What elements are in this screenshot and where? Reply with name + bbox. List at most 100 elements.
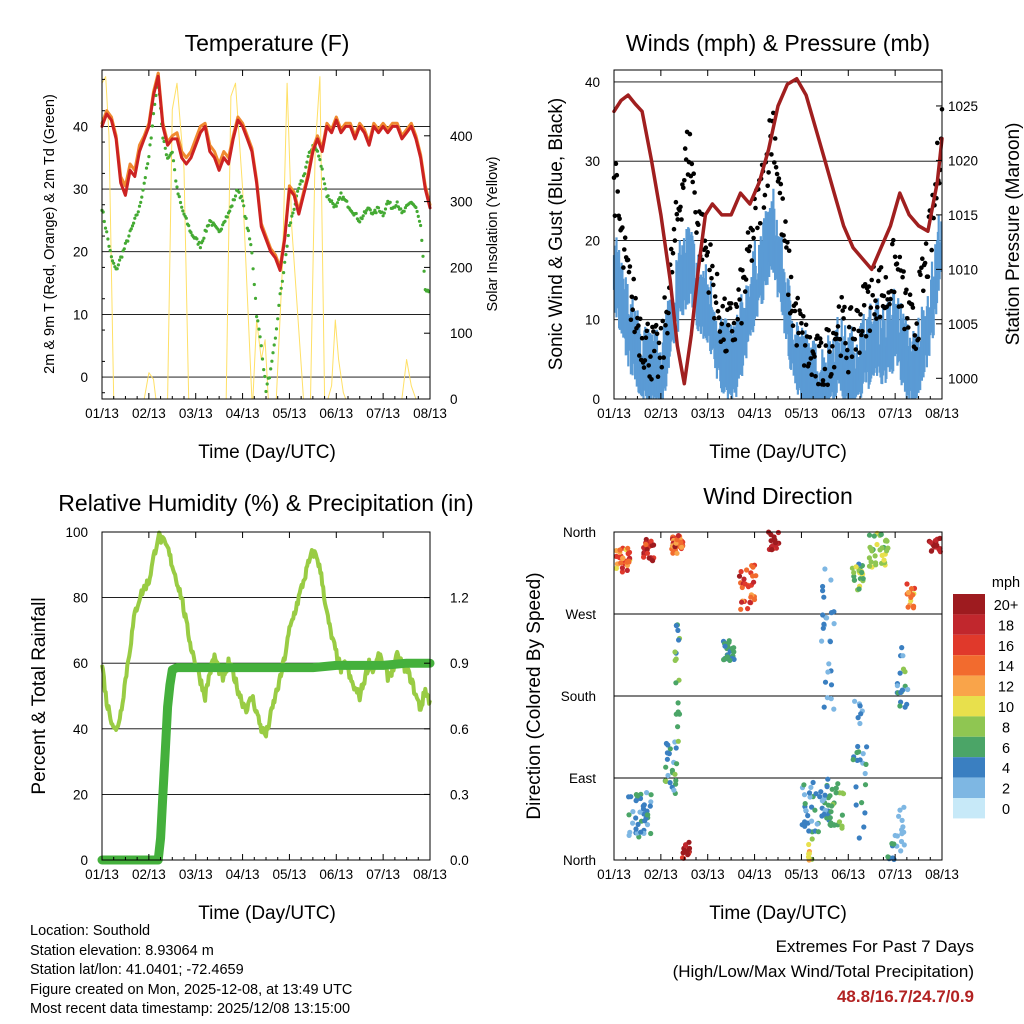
dewpoint-point: [140, 195, 144, 199]
extremes-box: Extremes For Past 7 Days (High/Low/Max W…: [673, 934, 974, 1009]
gust-point: [693, 210, 698, 215]
wind-direction-point: [750, 573, 756, 579]
gust-point: [931, 215, 936, 221]
dewpoint-point: [137, 204, 142, 208]
winds-x-tick-label: 03/13: [691, 406, 725, 421]
dewpoint-point: [204, 229, 208, 233]
gust-point: [753, 205, 758, 211]
dewpoint-point: [271, 351, 275, 355]
dewpoint-point: [324, 187, 328, 191]
wind-direction-point: [902, 669, 908, 675]
temperature-x-tick-label: 02/13: [132, 406, 166, 421]
gust-point: [809, 372, 814, 378]
wind-direction-point: [839, 812, 846, 818]
dewpoint-point: [107, 244, 111, 248]
dewpoint-point: [136, 210, 140, 214]
gust-point: [855, 308, 860, 314]
wind-direction-point: [881, 557, 887, 563]
wind-direction-point: [806, 841, 812, 848]
gust-point: [691, 171, 696, 176]
gust-point: [729, 328, 735, 334]
gust-point: [888, 296, 893, 302]
direction-x-tick-label: 05/13: [785, 867, 819, 882]
dewpoint-point: [141, 188, 145, 192]
wind-direction-point: [897, 807, 903, 813]
dewpoint-point: [283, 260, 287, 264]
speed-legend-swatch: [953, 675, 985, 696]
wind-direction-point: [860, 751, 866, 757]
humidity-y2-tick-label: 0.9: [450, 656, 469, 671]
gust-point: [796, 330, 801, 336]
wind-direction-point: [633, 826, 639, 832]
wind-direction-point: [628, 794, 634, 800]
dewpoint-point: [361, 214, 365, 218]
wind-direction-point: [902, 704, 908, 710]
gust-point: [646, 363, 651, 368]
gust-point: [851, 326, 857, 332]
extremes-title: Extremes For Past 7 Days: [775, 937, 974, 956]
wind-direction-point: [745, 584, 752, 590]
wind-direction-point: [827, 639, 834, 645]
wind-direction-point: [663, 764, 669, 770]
gust-point: [694, 230, 699, 235]
wind-direction-point: [674, 550, 680, 556]
temperature-y-tick-label: 40: [73, 119, 88, 134]
gust-point: [904, 287, 909, 293]
dewpoint-point: [130, 224, 135, 228]
gust-point: [918, 272, 923, 278]
wind-direction-point: [822, 679, 829, 685]
wind-direction-point: [934, 542, 940, 548]
direction-y-tick-label: East: [569, 771, 596, 786]
dewpoint-point: [304, 165, 308, 169]
wind-direction-point: [868, 545, 874, 552]
wind-direction-point: [929, 548, 935, 554]
gust-point: [856, 328, 861, 334]
humidity-y-tick-label: 20: [73, 787, 88, 802]
gust-point: [627, 264, 633, 269]
wind-direction-point: [803, 807, 809, 813]
wind-direction-point: [750, 564, 756, 570]
gust-point: [929, 247, 934, 253]
wind-direction-point: [739, 599, 745, 605]
wind-direction-point: [821, 621, 827, 627]
dewpoint-point: [394, 204, 398, 208]
dewpoint-point: [354, 211, 358, 216]
speed-legend-label: 12: [998, 680, 1014, 696]
dewpoint-point: [315, 149, 320, 153]
dewpoint-point: [396, 205, 400, 209]
wind-direction-point: [831, 706, 837, 712]
gust-point: [823, 343, 829, 348]
wind-direction-point: [769, 547, 775, 553]
temperature-x-tick-label: 05/13: [273, 406, 307, 421]
direction-x-tick-label: 01/13: [597, 867, 631, 882]
speed-legend-swatch: [953, 634, 985, 656]
wind-direction-point: [910, 605, 917, 611]
dewpoint-point: [414, 205, 418, 210]
gust-point: [632, 329, 637, 335]
dewpoint-point: [202, 236, 206, 240]
wind-direction-point: [741, 576, 747, 582]
dewpoint-point: [150, 124, 154, 128]
dewpoint-point: [252, 282, 256, 287]
wind-direction-point: [634, 793, 641, 799]
gust-point: [750, 227, 755, 233]
gust-point: [916, 336, 921, 342]
wind-direction-point: [817, 794, 823, 800]
dewpoint-point: [383, 207, 388, 211]
wind-direction-point: [651, 542, 657, 548]
dewpoint-point: [103, 226, 108, 230]
dewpoint-point: [306, 154, 310, 158]
temperature-y-tick-label: 20: [73, 245, 88, 260]
dewpoint-point: [116, 263, 120, 267]
wind-direction-point: [820, 625, 826, 631]
wind-direction-point: [738, 569, 744, 575]
winds-y-tick-label: 40: [585, 75, 600, 90]
dewpoint-point: [272, 343, 276, 347]
dewpoint-point: [255, 315, 259, 319]
dewpoint-point: [270, 359, 274, 363]
wind-direction-point: [908, 594, 914, 601]
dewpoint-point: [109, 255, 113, 259]
wind-direction-point: [640, 806, 647, 812]
speed-legend-label: 0: [1002, 802, 1010, 818]
humidity-title: Relative Humidity (%) & Precipitation (i…: [58, 490, 473, 516]
